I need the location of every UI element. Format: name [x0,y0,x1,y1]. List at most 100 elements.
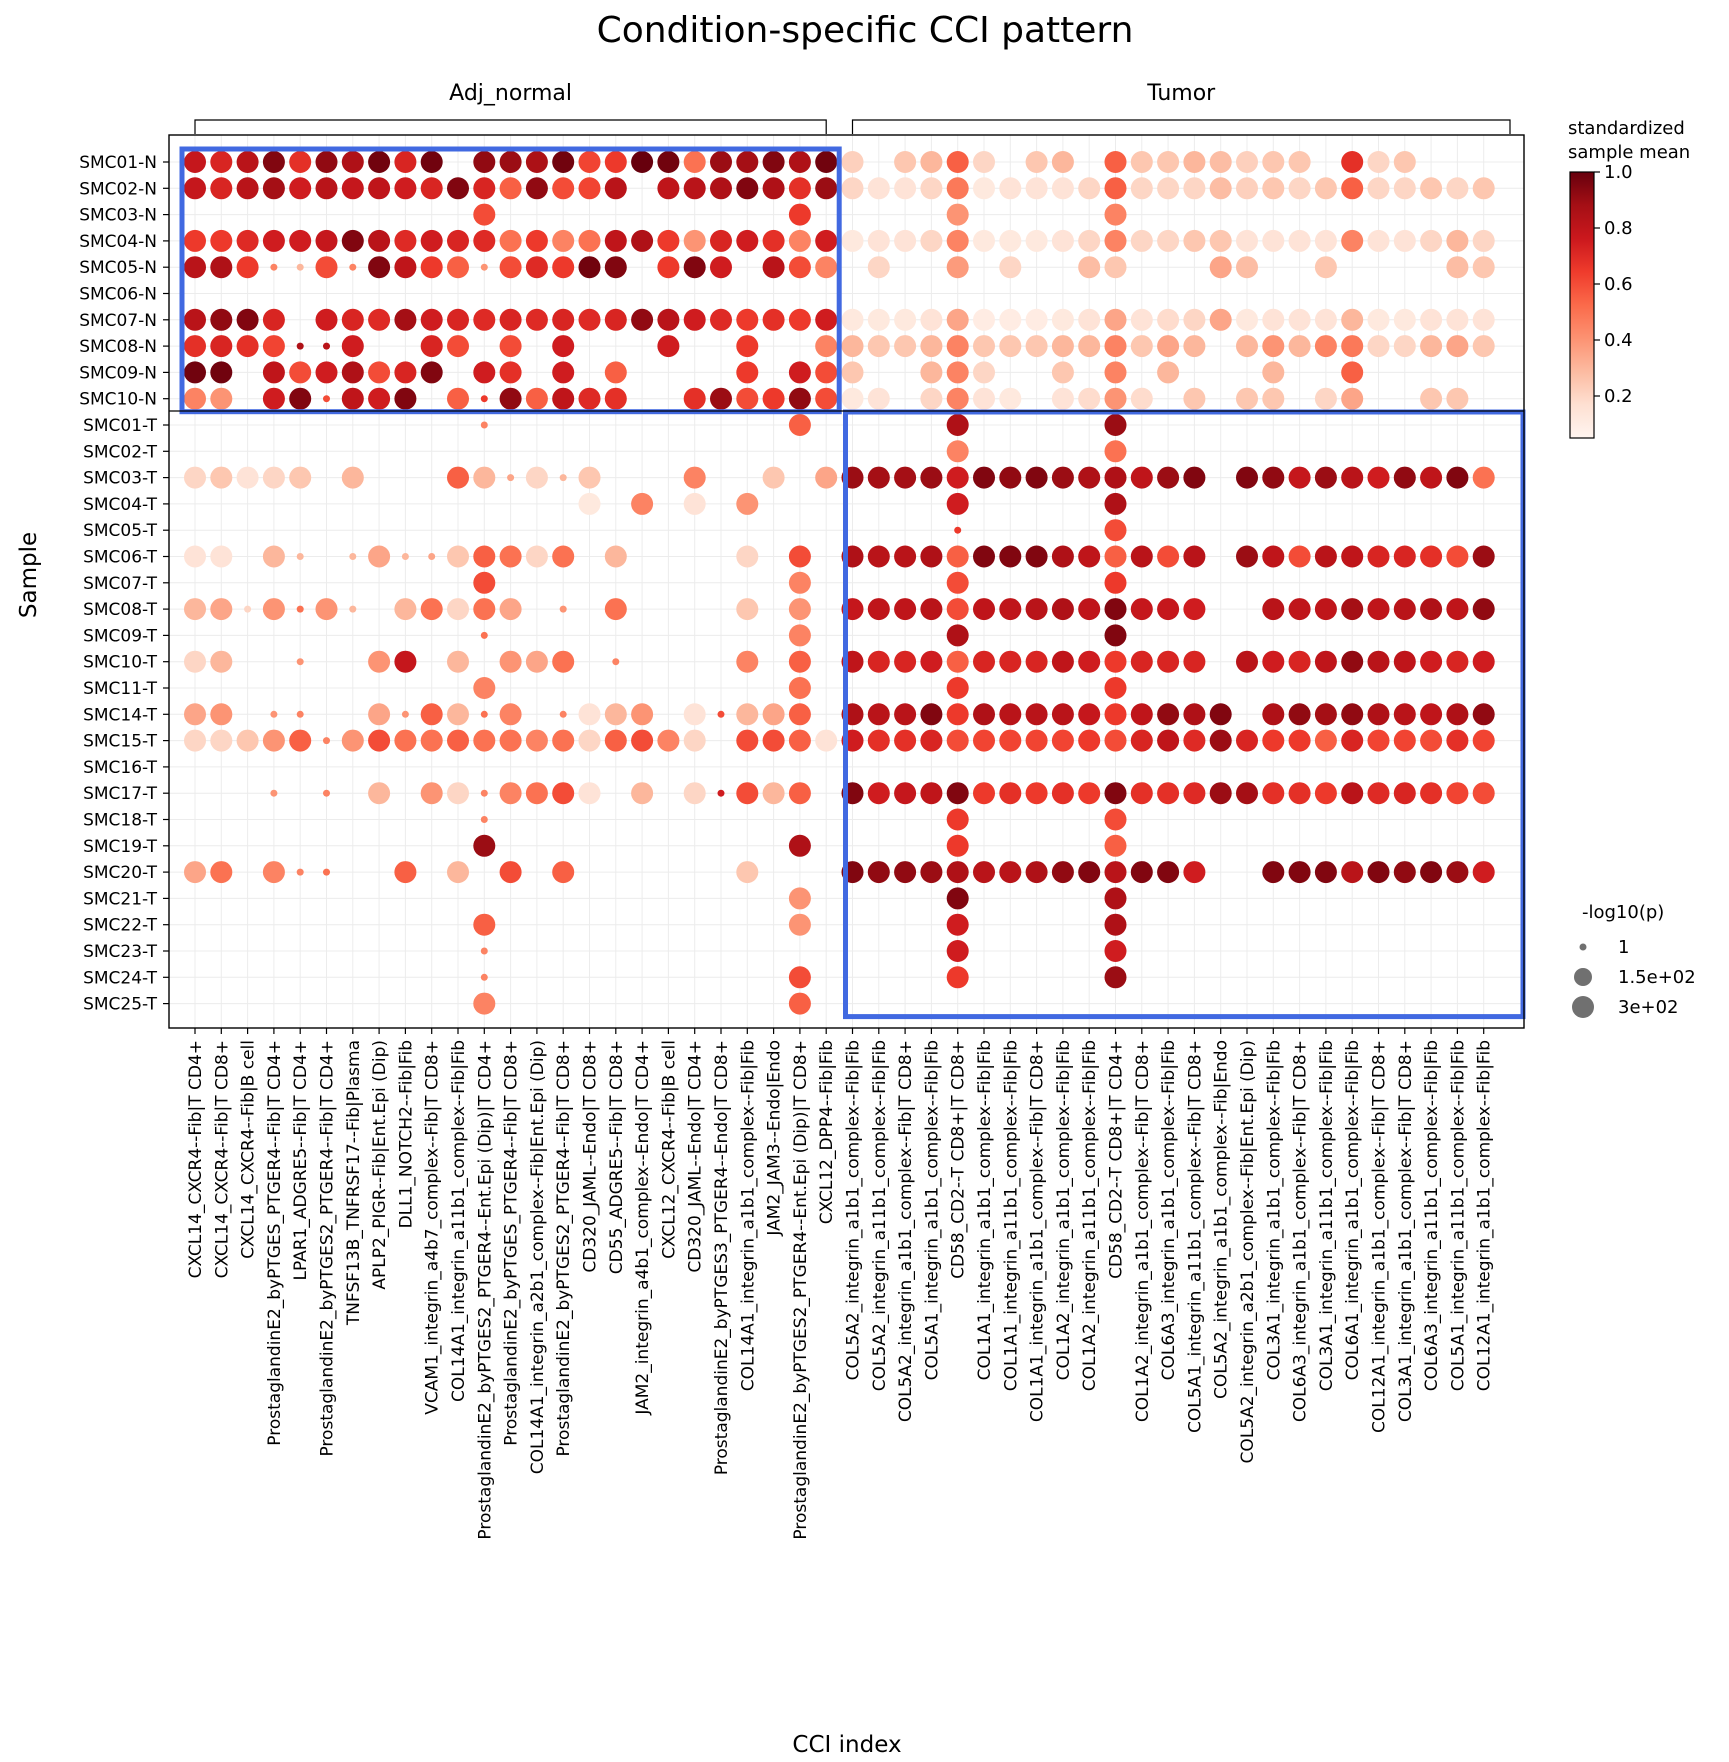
dot [1262,229,1285,252]
dot [1393,229,1416,252]
dot [631,151,654,173]
dot [683,151,706,173]
dot [578,256,601,279]
dot [999,387,1022,410]
dot [1314,308,1337,331]
dot [1367,545,1390,568]
dot [1130,335,1153,358]
dot [1157,598,1180,621]
dot [999,598,1022,621]
dot [946,729,969,752]
dot [420,308,443,331]
dot [999,335,1022,358]
dot [368,151,391,173]
dot [841,335,864,358]
dot [920,782,943,805]
dot [289,151,312,173]
dot [1314,782,1337,805]
dot [894,861,917,884]
size-legend-marker [1572,996,1594,1018]
dot [867,545,890,568]
dot [236,151,259,173]
dot [473,598,496,621]
dot [631,229,654,252]
dot [1472,703,1495,726]
dot [1262,782,1285,805]
dot [999,177,1022,200]
dot [341,729,364,752]
dot [289,177,312,200]
colorbar-gradient [1569,171,1595,439]
dot [1262,335,1285,358]
dot [499,598,522,621]
dot [552,782,575,805]
dot [1393,729,1416,752]
dot [1446,256,1469,279]
dot [559,474,567,482]
dot [946,387,969,410]
dot [1025,703,1048,726]
dot [1314,229,1337,252]
dot [867,703,890,726]
dot [973,729,995,752]
dot [894,545,917,568]
dot [841,361,864,384]
dot [1104,519,1127,542]
dot [1288,782,1311,805]
dot [867,598,890,621]
dot [1209,177,1232,200]
dot [315,256,338,279]
dot [315,361,338,384]
dot [604,703,627,726]
dot [1341,229,1364,252]
dot [1314,598,1337,621]
row-label: SMC21-T [83,889,158,909]
dot [867,861,890,884]
group-label: Tumor [1146,81,1216,106]
dot [447,729,469,752]
dot [894,308,917,331]
dot [473,992,496,1015]
dot [999,256,1022,279]
dot [480,789,488,797]
dot [1078,861,1101,884]
dot [1051,466,1074,489]
dot [788,782,811,805]
dot [788,992,811,1015]
dot [1104,414,1127,436]
row-label: SMC14-T [83,705,158,725]
dot [578,782,601,805]
dot [420,177,443,200]
dot [657,308,680,331]
column-label: JAM2_integrin_a4b1_complex--Endo|T CD4+ [633,1040,653,1416]
dot [1051,387,1074,410]
dot [1446,782,1469,805]
dot [736,229,759,252]
dot [1078,308,1101,331]
row-label: SMC07-T [83,574,158,594]
dot [447,861,469,884]
dot [946,440,969,463]
dot [262,151,285,173]
dot [1288,703,1311,726]
row-label: SMC02-T [83,442,158,462]
dot [920,545,943,568]
dot [473,203,496,226]
dot [683,177,706,200]
dot [420,703,443,726]
dot [368,308,391,331]
dot [946,492,969,515]
dot [788,361,811,384]
dot [1446,335,1469,358]
dot [552,361,575,384]
dot [1262,703,1285,726]
dot [1393,545,1416,568]
dot [236,335,259,358]
dot [1130,703,1153,726]
dot [946,414,969,436]
dot [447,466,469,489]
dot [1341,861,1364,884]
dot [552,335,575,358]
row-labels: SMC01-N SMC02-N SMC03-N SMC04-N SMC05-N SMC06… [79,153,169,1015]
dot [368,650,391,673]
